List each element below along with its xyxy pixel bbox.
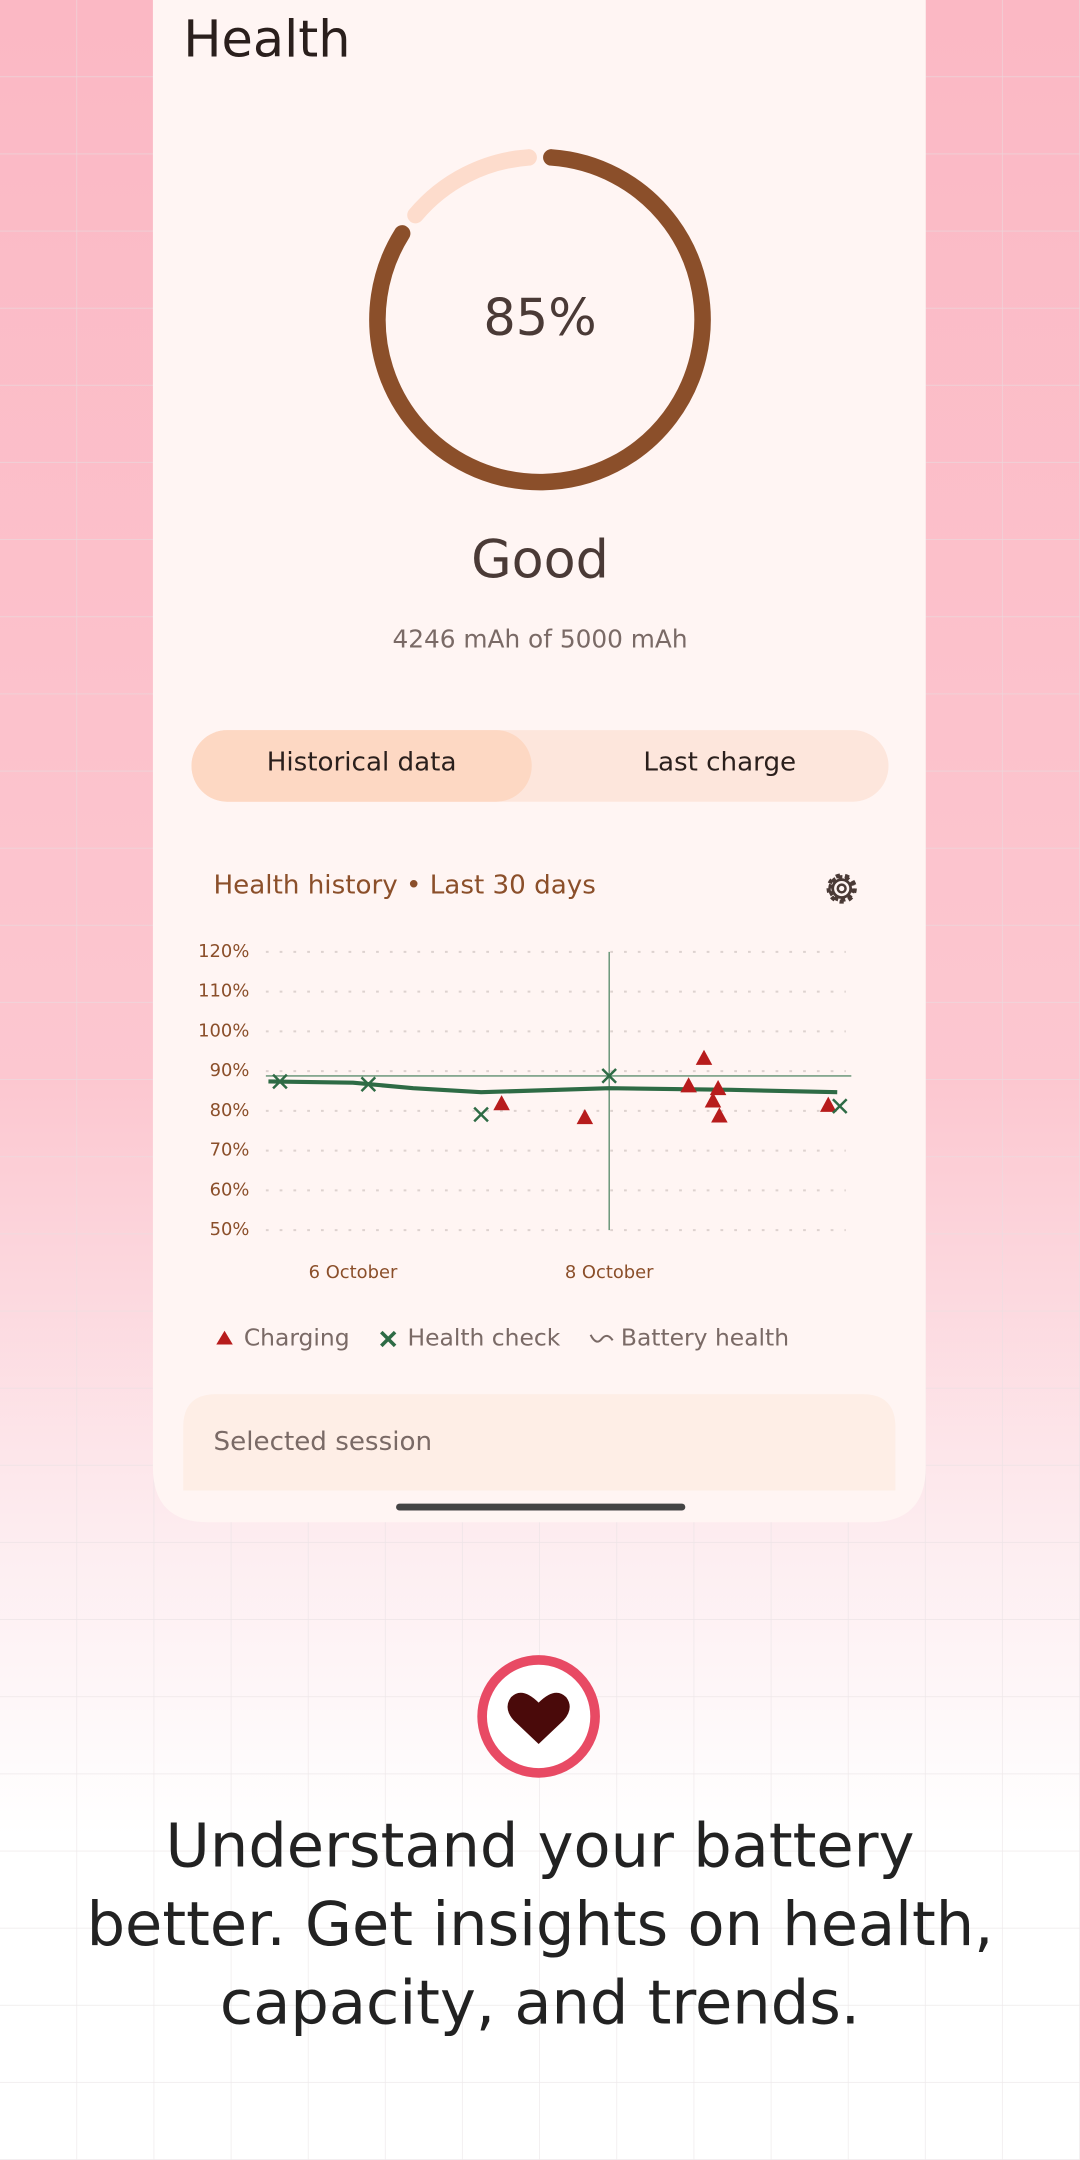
- gauge-arc: [369, 149, 711, 491]
- gauge-track: [407, 149, 537, 224]
- battery-health-line: [268, 1079, 838, 1095]
- y-tick-label: 90%: [210, 1060, 250, 1081]
- health-check-point: [832, 1098, 848, 1114]
- charging-point: [704, 1092, 722, 1108]
- tagline-box: Understand your battery better. Get insi…: [86, 1811, 994, 2039]
- y-tick-label: 70%: [210, 1140, 250, 1161]
- x-tick-label: 8 October: [565, 1262, 654, 1283]
- y-tick-label: 110%: [198, 981, 249, 1002]
- legend-icon: [216, 1330, 233, 1345]
- charging-point: [576, 1108, 594, 1125]
- health-check-point: [272, 1073, 288, 1090]
- legend-icon: [589, 1334, 614, 1343]
- session-label: Selected session: [214, 1427, 433, 1457]
- y-tick-label: 80%: [210, 1100, 250, 1121]
- charging-point: [711, 1107, 728, 1123]
- x-tick-label: 6 October: [309, 1262, 398, 1283]
- health-check-point: [601, 1068, 617, 1084]
- charging-point: [820, 1096, 837, 1112]
- y-tick-label: 120%: [198, 941, 249, 962]
- y-tick-label: 50%: [210, 1219, 250, 1240]
- charging-point: [680, 1077, 697, 1093]
- capacity-text: 4246 mAh of 5000 mAh: [392, 625, 687, 654]
- gauge: [369, 149, 711, 491]
- session-card: [183, 1394, 896, 1491]
- chart: 50% 60% 70% 80% 90% 100% 110% 120% 6 October 8 Oc…: [198, 941, 852, 1283]
- tab-label[interactable]: Historical data: [267, 748, 457, 778]
- heart-icon: [507, 1692, 570, 1744]
- tab-selected[interactable]: [191, 730, 532, 802]
- health-status: Good: [471, 529, 609, 590]
- legend-label: Battery health: [621, 1323, 789, 1351]
- legend-label: Health check: [407, 1323, 560, 1351]
- legend-icon: [380, 1330, 397, 1348]
- y-tick-label: 100%: [198, 1020, 249, 1041]
- legend: Charging Health check Battery health: [216, 1323, 789, 1351]
- charging-point: [709, 1079, 727, 1096]
- y-tick-label: 60%: [210, 1179, 250, 1200]
- charging-point: [493, 1095, 510, 1111]
- health-check-point: [360, 1076, 377, 1093]
- tagline: Understand your battery better. Get insi…: [86, 1811, 994, 2039]
- charging-point: [695, 1049, 713, 1065]
- tab-label[interactable]: Last charge: [643, 748, 796, 778]
- health-check-point: [473, 1106, 489, 1123]
- gauge-label: 85%: [483, 289, 596, 348]
- chart-title: Health history • Last 30 days: [214, 870, 596, 900]
- screen-title: Health: [183, 11, 350, 70]
- legend-label: Charging: [244, 1323, 350, 1351]
- settings-button[interactable]: [826, 873, 857, 904]
